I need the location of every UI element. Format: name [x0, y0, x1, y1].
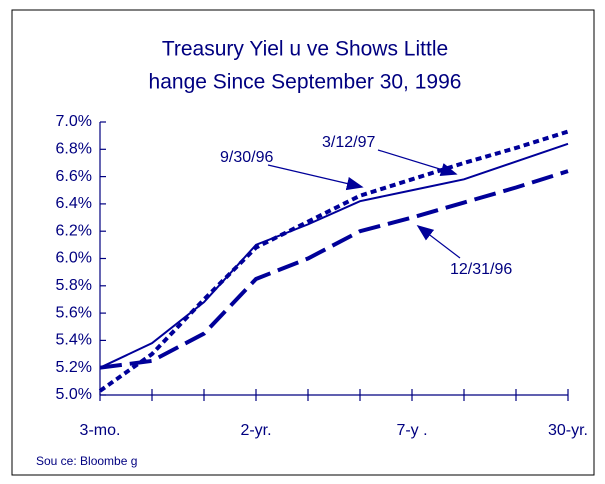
- series-label: 3/12/97: [322, 134, 375, 151]
- series-line: [98, 129, 569, 393]
- y-tick-label: 7.0%: [56, 113, 92, 130]
- y-tick-label: 5.6%: [56, 304, 92, 321]
- frame: [11, 9, 595, 476]
- y-tick-label: 6.0%: [56, 250, 92, 267]
- y-tick-label: 5.8%: [56, 277, 92, 294]
- annotation-arrow: [267, 164, 364, 191]
- y-tick-label: 5.2%: [56, 359, 92, 376]
- x-tick-label: 2-yr.: [240, 422, 271, 439]
- x-tick-label: 30-yr.: [548, 422, 588, 439]
- y-tick-label: 5.0%: [56, 386, 92, 403]
- y-tick-label: 6.8%: [56, 141, 92, 158]
- series-label: 12/31/96: [450, 261, 512, 278]
- series-line: [99, 142, 569, 369]
- y-tick-label: 6.2%: [56, 222, 92, 239]
- chart-title: hange Since September 30, 1996: [149, 71, 462, 94]
- annotation-arrow: [377, 149, 458, 176]
- x-tick-label: 7-y .: [396, 422, 427, 439]
- series-line: [99, 169, 569, 370]
- y-tick-label: 6.4%: [56, 195, 92, 212]
- x-tick-label: 3-mo.: [80, 422, 121, 439]
- y-tick-label: 5.4%: [56, 332, 92, 349]
- series-label: 9/30/96: [220, 149, 273, 166]
- chart-title: Treasury Yiel u ve Shows Little: [162, 38, 448, 61]
- source: Sou ce: Bloombe g: [36, 454, 137, 468]
- annotation-arrow: [416, 224, 461, 259]
- y-tick-label: 6.6%: [56, 168, 92, 185]
